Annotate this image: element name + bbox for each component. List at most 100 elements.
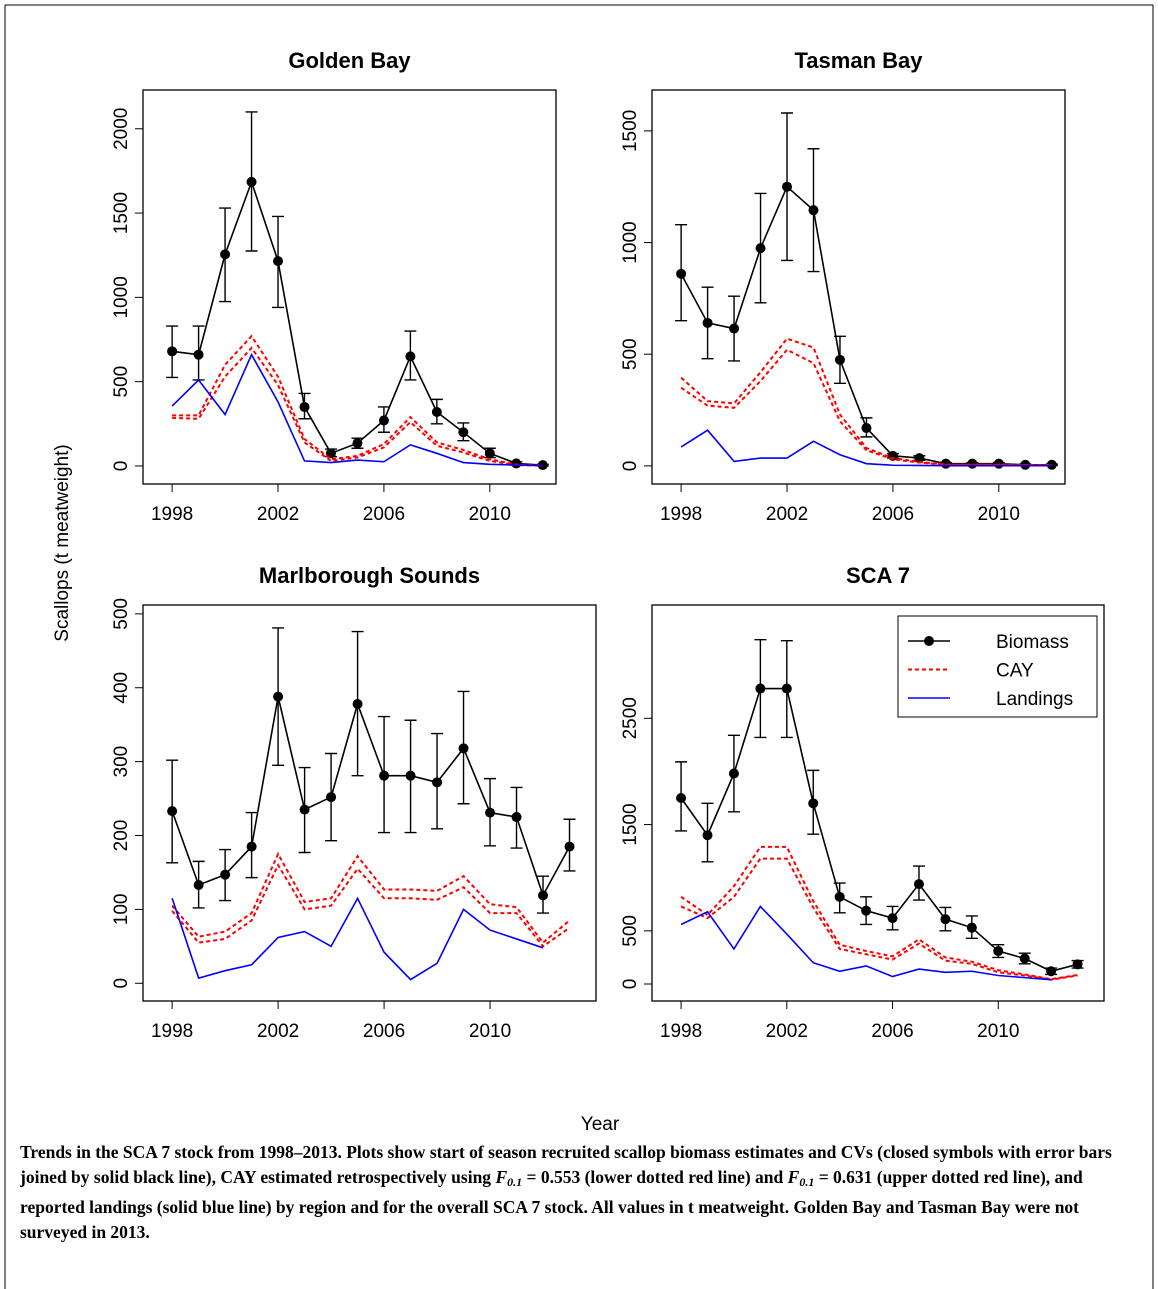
biomass-point <box>887 913 898 924</box>
y-axis-label: Scallops (t meatweight) <box>52 444 73 641</box>
series-line <box>171 352 543 467</box>
biomass-point <box>1019 953 1030 964</box>
biomass-point <box>564 841 575 852</box>
biomass-point <box>484 448 495 459</box>
biomass-point <box>299 804 310 815</box>
biomass-point <box>861 422 872 433</box>
caption-text: = 0.631 (upper dotted red line), and rep… <box>20 1167 1083 1242</box>
biomass-point <box>352 438 363 449</box>
biomass-point <box>167 806 178 817</box>
series-line <box>171 696 571 898</box>
biomass-point <box>458 743 469 754</box>
y-tick-label: 0 <box>620 461 641 472</box>
biomass-point <box>1072 959 1083 970</box>
biomass-point <box>431 407 442 418</box>
biomass-point <box>913 879 924 890</box>
biomass-point <box>193 349 204 360</box>
biomass-point <box>511 458 522 469</box>
x-tick-label: 2006 <box>872 504 914 525</box>
y-tick-label: 0 <box>111 461 132 472</box>
biomass-point <box>808 205 819 216</box>
x-tick-label: 2010 <box>469 504 511 525</box>
biomass-point <box>379 770 390 781</box>
x-tick-label: 1998 <box>660 504 702 525</box>
series-line <box>680 857 1078 981</box>
y-tick-label: 1500 <box>620 110 641 152</box>
plot-frame <box>142 604 597 1002</box>
caption-text: 0.1 <box>507 1175 523 1189</box>
biomass-point <box>940 914 951 925</box>
biomass-point <box>485 807 496 818</box>
biomass-point <box>676 268 687 279</box>
series-line <box>171 862 571 948</box>
series-line <box>171 851 571 945</box>
x-tick-label: 2002 <box>257 504 299 525</box>
y-tick-label: 500 <box>111 366 132 398</box>
series-line <box>680 337 1052 467</box>
biomass-point <box>808 798 819 809</box>
biomass-point <box>702 317 713 328</box>
y-tick-label: 2500 <box>620 697 641 739</box>
y-tick-label: 1000 <box>620 221 641 263</box>
plot-frame <box>651 89 1066 485</box>
y-tick-label: 200 <box>111 820 132 852</box>
biomass-point <box>352 699 363 709</box>
panel-title: Golden Bay <box>288 48 411 73</box>
biomass-point <box>246 841 257 852</box>
x-tick-label: 2002 <box>766 1021 808 1042</box>
y-tick-label: 500 <box>620 338 641 370</box>
caption-text: Trends in the SCA 7 stock from 1998–2013… <box>20 1142 1112 1187</box>
biomass-point <box>273 256 284 267</box>
x-tick-label: 2010 <box>978 504 1020 525</box>
panel-title: SCA 7 <box>846 563 910 588</box>
biomass-point <box>405 351 416 362</box>
x-tick-label: 2010 <box>977 1021 1019 1042</box>
biomass-point <box>728 768 739 779</box>
legend-swatch <box>924 636 934 646</box>
biomass-point <box>702 830 713 841</box>
biomass-point <box>511 812 522 823</box>
series-line <box>680 687 1078 973</box>
biomass-point <box>729 323 740 334</box>
caption: Trends in the SCA 7 stock from 1998–2013… <box>20 1140 1135 1245</box>
caption-text: = 0.553 (lower dotted red line) and <box>522 1167 788 1187</box>
legend-label: CAY <box>996 661 1034 682</box>
x-axis-label: Year <box>581 1114 620 1135</box>
x-tick-label: 2006 <box>363 504 405 525</box>
biomass-point <box>246 176 257 187</box>
biomass-point <box>458 427 469 438</box>
biomass-point <box>1046 966 1057 977</box>
y-tick-label: 300 <box>111 746 132 778</box>
legend-label: Landings <box>996 689 1073 710</box>
biomass-point <box>781 683 792 694</box>
x-tick-label: 2006 <box>871 1021 913 1042</box>
y-tick-label: 100 <box>111 894 132 926</box>
biomass-point <box>755 683 766 694</box>
biomass-point <box>676 793 687 804</box>
x-tick-label: 2006 <box>363 1021 405 1042</box>
series-line <box>680 905 1052 981</box>
x-tick-label: 2002 <box>257 1021 299 1042</box>
series-line <box>172 346 543 467</box>
biomass-point <box>538 890 549 901</box>
x-tick-label: 1998 <box>660 1021 702 1042</box>
biomass-point <box>220 869 231 880</box>
y-tick-label: 500 <box>111 598 132 630</box>
biomass-point <box>167 346 178 357</box>
legend-box <box>897 615 1098 718</box>
biomass-point <box>834 891 845 902</box>
biomass-point <box>861 905 872 916</box>
biomass-point <box>405 770 416 781</box>
biomass-point <box>914 453 925 464</box>
biomass-point <box>193 880 204 891</box>
biomass-point <box>782 181 793 192</box>
y-tick-label: 0 <box>111 978 132 989</box>
series-line <box>680 845 1078 981</box>
x-tick-label: 2010 <box>469 1021 511 1042</box>
biomass-point <box>325 448 336 459</box>
y-tick-label: 400 <box>111 672 132 704</box>
plot-frame <box>142 89 557 485</box>
panel-title: Marlborough Sounds <box>259 563 480 588</box>
